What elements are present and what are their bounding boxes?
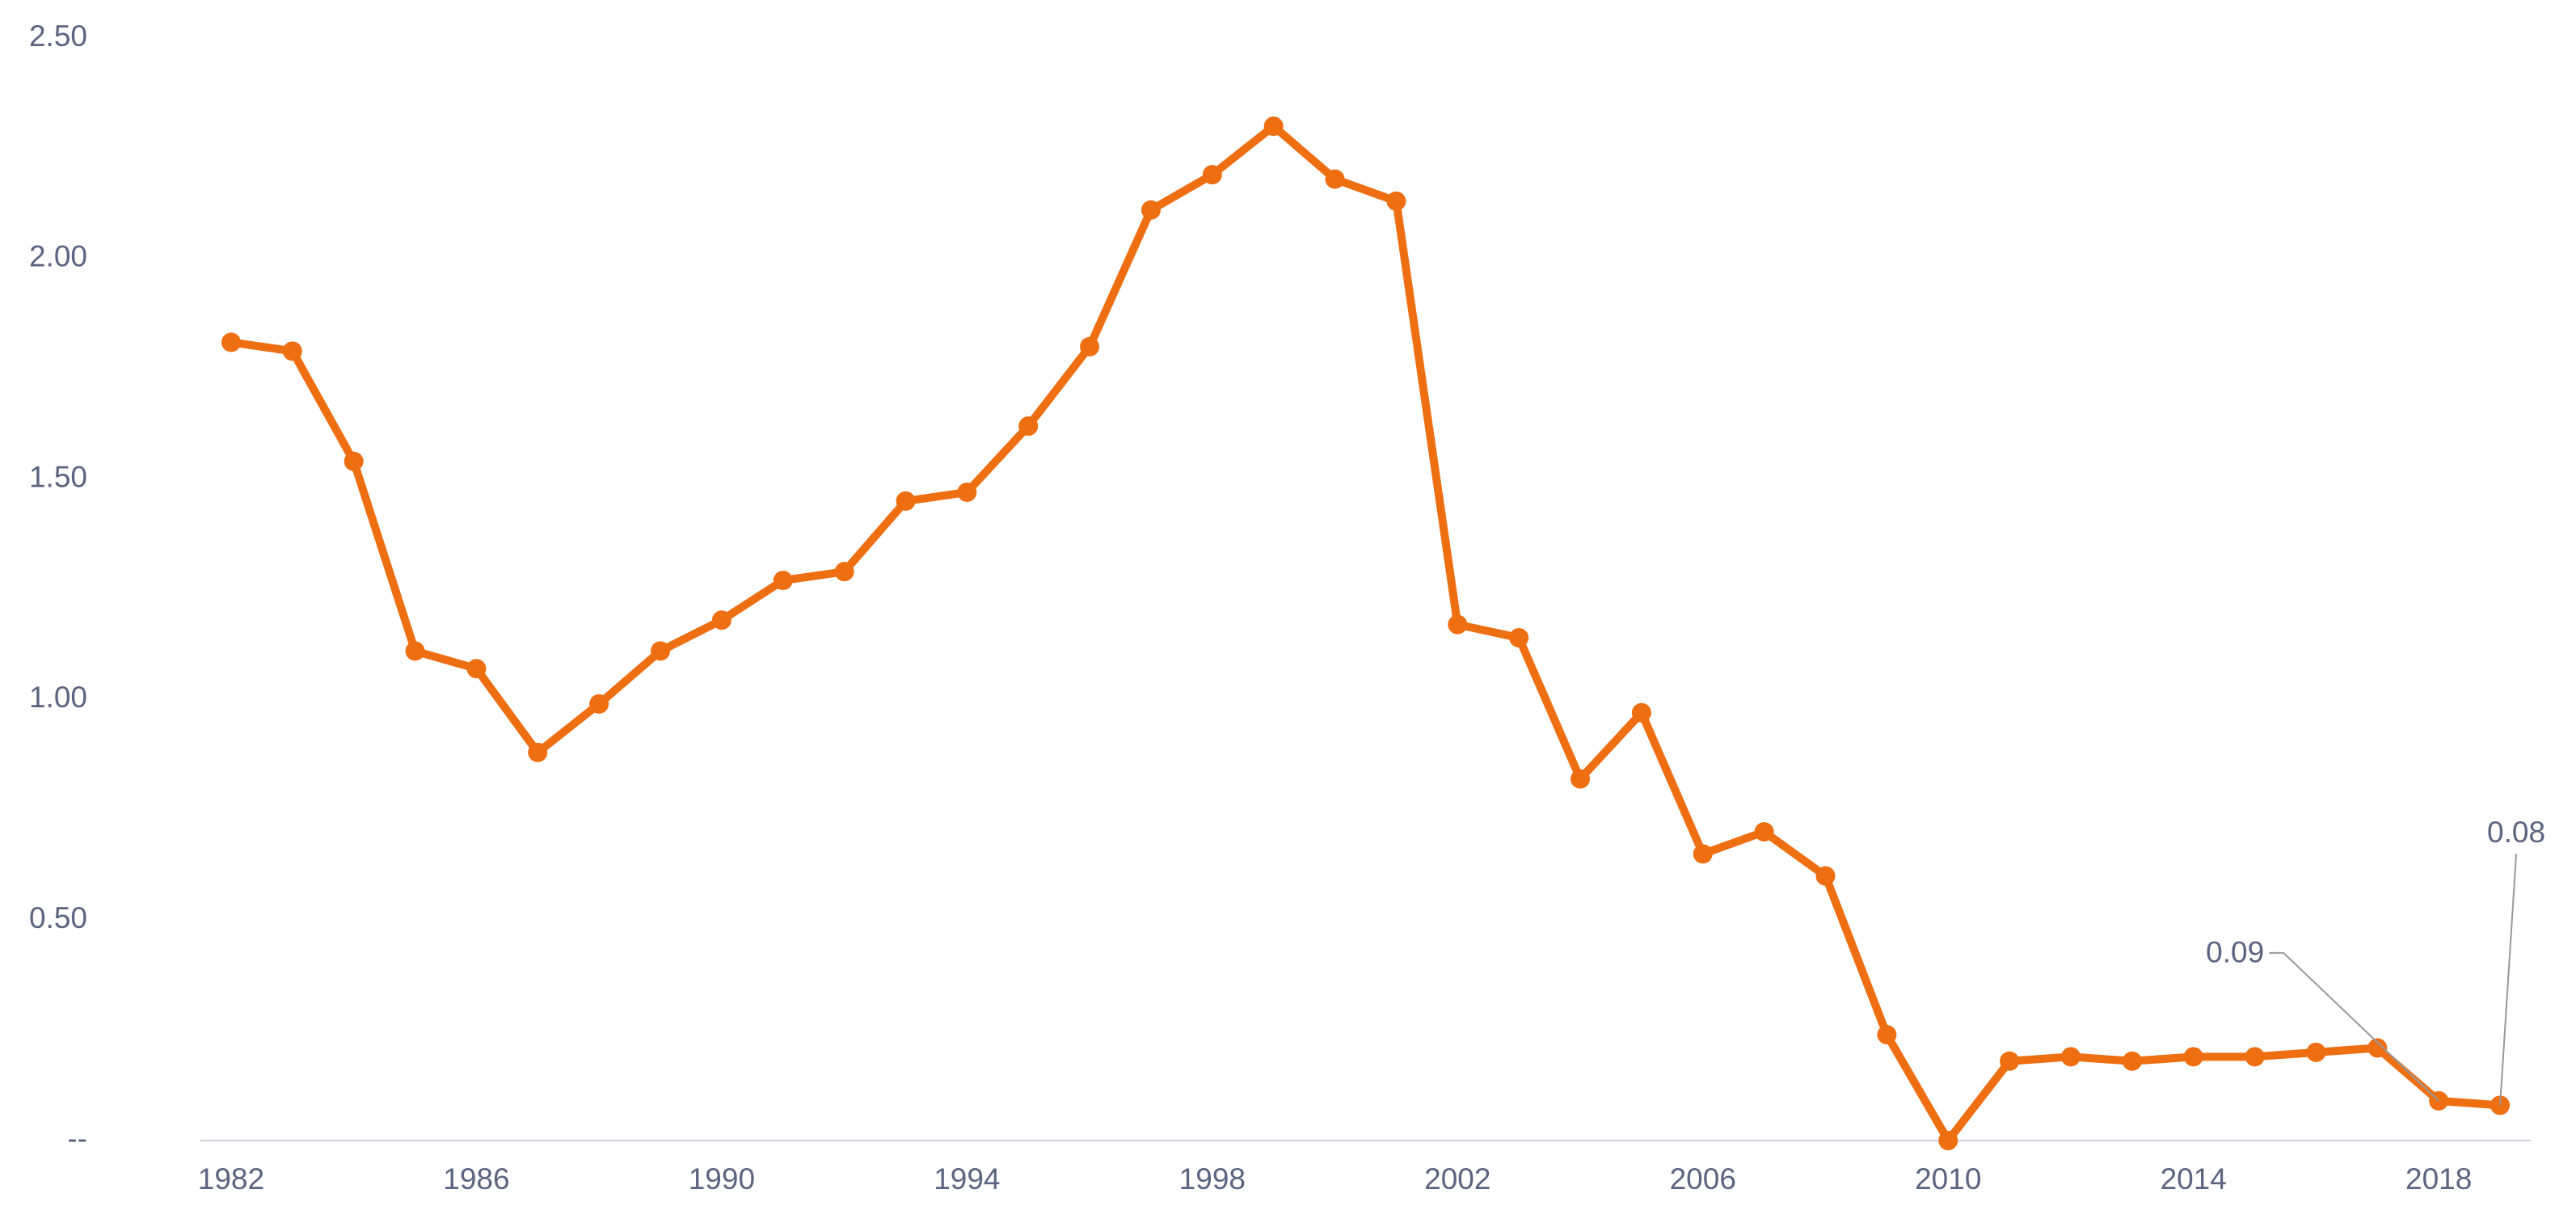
x-tick-label: 1994 xyxy=(934,1162,1000,1196)
point xyxy=(896,491,916,511)
point xyxy=(2122,1051,2142,1071)
point xyxy=(589,694,609,714)
point xyxy=(1570,769,1591,789)
point xyxy=(1448,614,1468,635)
point xyxy=(1325,169,1345,189)
point xyxy=(651,641,671,661)
point xyxy=(1080,336,1100,356)
point xyxy=(1754,822,1774,842)
x-tick-label: 1982 xyxy=(198,1162,264,1196)
x-tick-label: 1986 xyxy=(443,1162,509,1196)
label-leader xyxy=(2499,854,2518,1106)
line xyxy=(230,122,2501,1145)
x-tick-label: 2010 xyxy=(1915,1162,1981,1196)
y-tick-label: 1.00 xyxy=(29,681,87,714)
point xyxy=(711,610,731,630)
point xyxy=(2000,1051,2020,1071)
point xyxy=(773,571,793,591)
point xyxy=(1263,116,1284,137)
x-tick-label: 2006 xyxy=(1670,1162,1736,1196)
point xyxy=(1018,416,1039,436)
point xyxy=(2367,1038,2388,1058)
point xyxy=(2183,1047,2203,1067)
x-tick-label: 1998 xyxy=(1179,1162,1246,1196)
data-label: 0.09 xyxy=(2206,936,2264,969)
point xyxy=(344,451,364,471)
y-tick-label: 0.50 xyxy=(29,901,87,934)
point xyxy=(1815,866,1836,886)
point xyxy=(1202,165,1222,185)
y-tick-label: 1.50 xyxy=(29,460,87,493)
point xyxy=(1877,1025,1897,1045)
point xyxy=(957,482,977,502)
y-tick-label: 2.50 xyxy=(29,19,87,53)
point xyxy=(1140,200,1161,220)
point xyxy=(2060,1047,2081,1067)
point xyxy=(1509,628,1529,648)
x-tick-label: 2002 xyxy=(1424,1162,1490,1196)
point xyxy=(2306,1042,2326,1062)
point xyxy=(834,562,854,582)
label-leader xyxy=(2269,951,2439,1102)
point xyxy=(1938,1131,1958,1150)
point xyxy=(1631,702,1651,723)
point xyxy=(221,332,241,352)
point xyxy=(405,641,425,661)
x-tick-label: 1990 xyxy=(689,1162,755,1196)
point xyxy=(466,659,487,679)
x-tick-label: 2018 xyxy=(2405,1162,2472,1196)
y-tick-label: 2.00 xyxy=(29,240,87,273)
point xyxy=(528,742,548,762)
data-label: 0.08 xyxy=(2487,816,2545,849)
point xyxy=(282,341,302,361)
point xyxy=(1693,844,1713,864)
point xyxy=(1386,191,1406,211)
point xyxy=(2245,1047,2265,1067)
y-tick-label: -- xyxy=(67,1122,87,1155)
x-tick-label: 2014 xyxy=(2161,1162,2227,1196)
